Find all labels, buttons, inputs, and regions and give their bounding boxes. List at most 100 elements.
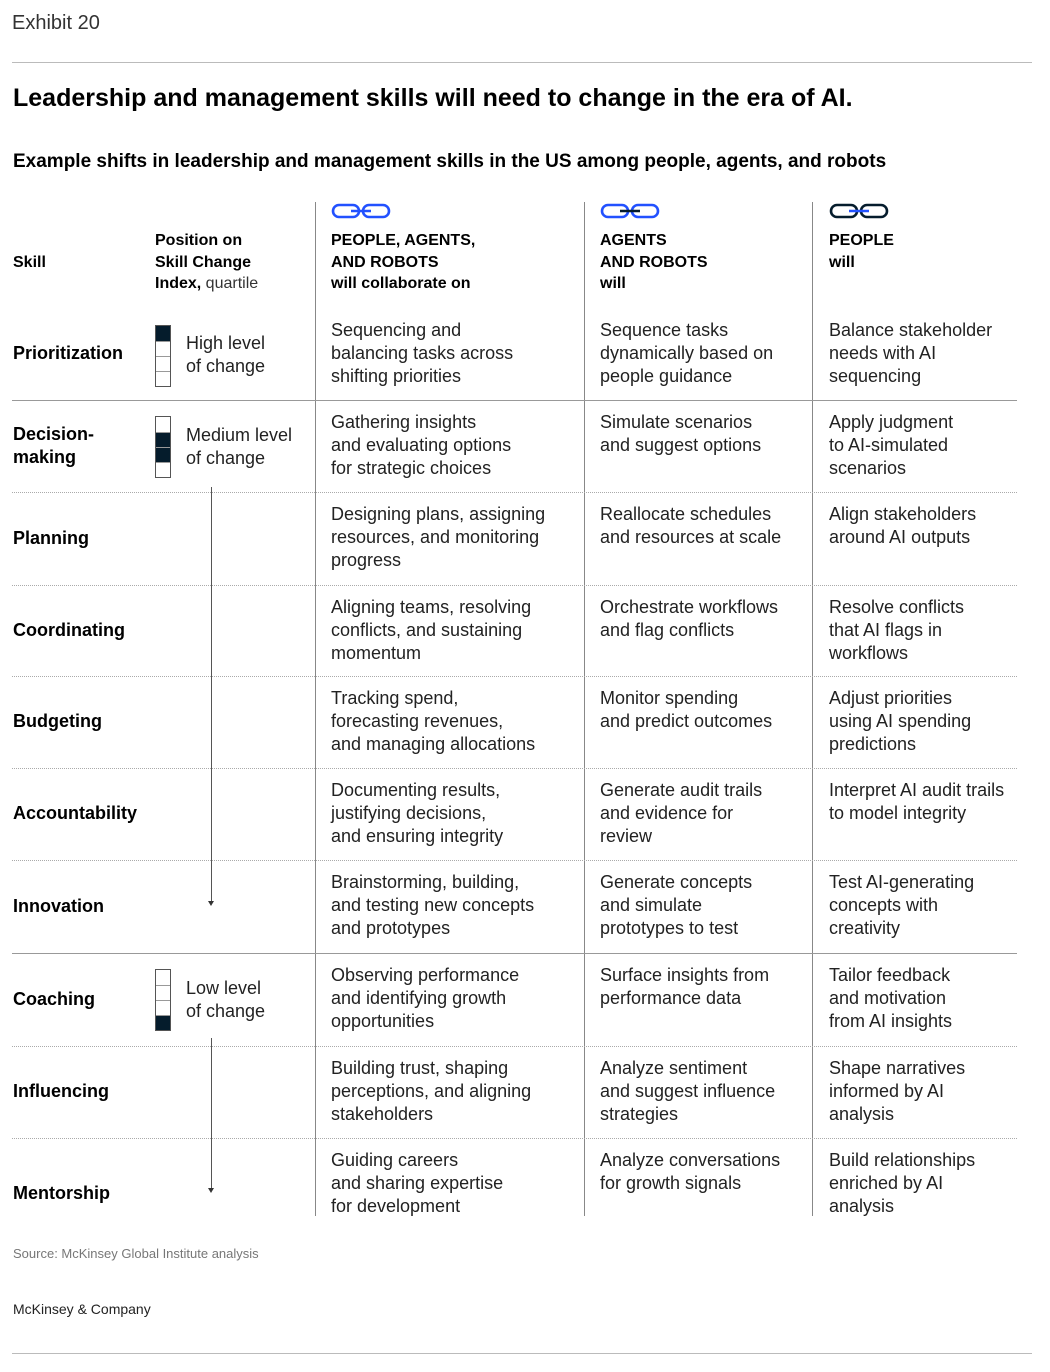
cell-line: Align stakeholders — [829, 504, 977, 524]
header-line: AGENTS — [600, 232, 667, 249]
cell-line: Reallocate schedules — [600, 504, 772, 524]
skill-line: making — [13, 447, 77, 467]
column-divider — [584, 202, 585, 1216]
skill-line: Mentorship — [13, 1183, 110, 1203]
cell-line: Resolve conflicts — [829, 597, 965, 617]
skill-line: Accountability — [13, 803, 138, 823]
quartile-indicator-high — [155, 325, 171, 387]
cell-line: stakeholders — [331, 1104, 434, 1124]
cell-line: from AI insights — [829, 1011, 953, 1031]
arrow-down-icon — [208, 1188, 214, 1193]
link-chain-icon — [331, 202, 391, 220]
cell-line: Surface insights from — [600, 965, 770, 985]
cell-line: and prototypes — [331, 918, 451, 938]
column-divider — [315, 202, 316, 1216]
skill-name: Budgeting — [13, 710, 102, 733]
cell-people: Apply judgment to AI-simulated scenarios — [829, 411, 1029, 480]
skill-name: Innovation — [13, 895, 104, 918]
skill-line: Coordinating — [13, 620, 125, 640]
skill-line: Decision- — [13, 424, 95, 444]
cell-people: Align stakeholders around AI outputs — [829, 503, 1029, 549]
cell-people: Interpret AI audit trails to model integr… — [829, 779, 1029, 825]
cell-line: Documenting results, — [331, 780, 501, 800]
header-position-line: Skill Change — [155, 253, 252, 271]
cell-line: Analyze sentiment — [600, 1058, 748, 1078]
row-separator — [12, 1138, 1017, 1139]
header-line: PEOPLE, AGENTS, — [331, 232, 476, 249]
cell-line: and testing new concepts — [331, 895, 535, 915]
cell-line: Test AI-generating — [829, 872, 975, 892]
cell-line: Guiding careers — [331, 1150, 459, 1170]
skill-name: Coaching — [13, 988, 95, 1011]
level-label-medium: Medium level of change — [186, 424, 292, 470]
cell-collaborate: Guiding careers and sharing expertise for … — [331, 1149, 576, 1218]
cell-line: conflicts, and sustaining — [331, 620, 523, 640]
skill-line: Budgeting — [13, 711, 102, 731]
header-line: will — [600, 275, 626, 292]
cell-collaborate: Gathering insights and evaluating options… — [331, 411, 576, 480]
cell-line: Apply judgment — [829, 412, 954, 432]
cell-agents: Analyze conversations for growth signals — [600, 1149, 805, 1195]
cell-collaborate: Brainstorming, building, and testing new … — [331, 871, 576, 940]
cell-line: scenarios — [829, 458, 907, 478]
cell-line: Aligning teams, resolving — [331, 597, 532, 617]
row-separator — [12, 1046, 1017, 1047]
cell-line: creativity — [829, 918, 901, 938]
skill-line: Coaching — [13, 989, 96, 1009]
row-separator — [12, 676, 1017, 677]
skill-name: Influencing — [13, 1080, 109, 1103]
cell-line: and evidence for — [600, 803, 734, 823]
cell-line: concepts with — [829, 895, 939, 915]
cell-people: Adjust priorities using AI spending predic… — [829, 687, 1029, 756]
cell-line: Adjust priorities — [829, 688, 953, 708]
cell-line: Analyze conversations — [600, 1150, 781, 1170]
cell-people: Resolve conflicts that AI flags in workflo… — [829, 596, 1029, 665]
cell-line: Sequencing and — [331, 320, 462, 340]
cell-collaborate: Tracking spend, forecasting revenues, and … — [331, 687, 576, 756]
header-line: will collaborate on — [331, 275, 471, 292]
cell-line: Simulate scenarios — [600, 412, 753, 432]
cell-line: sequencing — [829, 366, 922, 386]
quartile-indicator-medium — [155, 416, 171, 478]
header-line: AND ROBOTS — [600, 253, 708, 271]
cell-line: Brainstorming, building, — [331, 872, 520, 892]
cell-line: shifting priorities — [331, 366, 462, 386]
cell-line: Designing plans, assigning — [331, 504, 546, 524]
cell-line: and identifying growth — [331, 988, 507, 1008]
brand-name: McKinsey & Company — [13, 1301, 151, 1317]
cell-line: Shape narratives — [829, 1058, 966, 1078]
cell-agents: Sequence tasks dynamically based on people… — [600, 319, 805, 388]
cell-line: prototypes to test — [600, 918, 739, 938]
cell-line: for development — [331, 1196, 461, 1216]
cell-collaborate: Aligning teams, resolving conflicts, and … — [331, 596, 576, 665]
cell-people: Test AI-generating concepts with creativit… — [829, 871, 1029, 940]
cell-line: Sequence tasks — [600, 320, 729, 340]
cell-line: analysis — [829, 1104, 895, 1124]
cell-line: progress — [331, 550, 402, 570]
top-rule — [12, 62, 1032, 63]
cell-line: and suggest influence — [600, 1081, 776, 1101]
header-line: will — [829, 253, 855, 271]
cell-people: Shape narratives informed by AI analysis — [829, 1057, 1029, 1126]
cell-line: Tailor feedback — [829, 965, 951, 985]
skill-line: Planning — [13, 528, 89, 548]
cell-line: and motivation — [829, 988, 947, 1008]
cell-line: resources, and monitoring — [331, 527, 540, 547]
level-label-high: High level of change — [186, 332, 265, 378]
level-line: Medium level — [186, 425, 293, 445]
level-line: High level — [186, 333, 266, 353]
cell-people: Build relationships enriched by AI analysi… — [829, 1149, 1029, 1218]
cell-line: analysis — [829, 1196, 895, 1216]
cell-line: Tracking spend, — [331, 688, 459, 708]
skill-name: Planning — [13, 527, 89, 550]
cell-line: balancing tasks across — [331, 343, 514, 363]
arrow-down-icon — [208, 901, 214, 906]
level-label-low: Low level of change — [186, 977, 265, 1023]
cell-line: using AI spending — [829, 711, 972, 731]
source-note: Source: McKinsey Global Institute analys… — [13, 1246, 259, 1261]
cell-line: and ensuring integrity — [331, 826, 504, 846]
quartile-indicator-low — [155, 969, 171, 1031]
cell-line: for growth signals — [600, 1173, 742, 1193]
cell-line: and sharing expertise — [331, 1173, 504, 1193]
cell-agents: Monitor spending and predict outcomes — [600, 687, 805, 733]
